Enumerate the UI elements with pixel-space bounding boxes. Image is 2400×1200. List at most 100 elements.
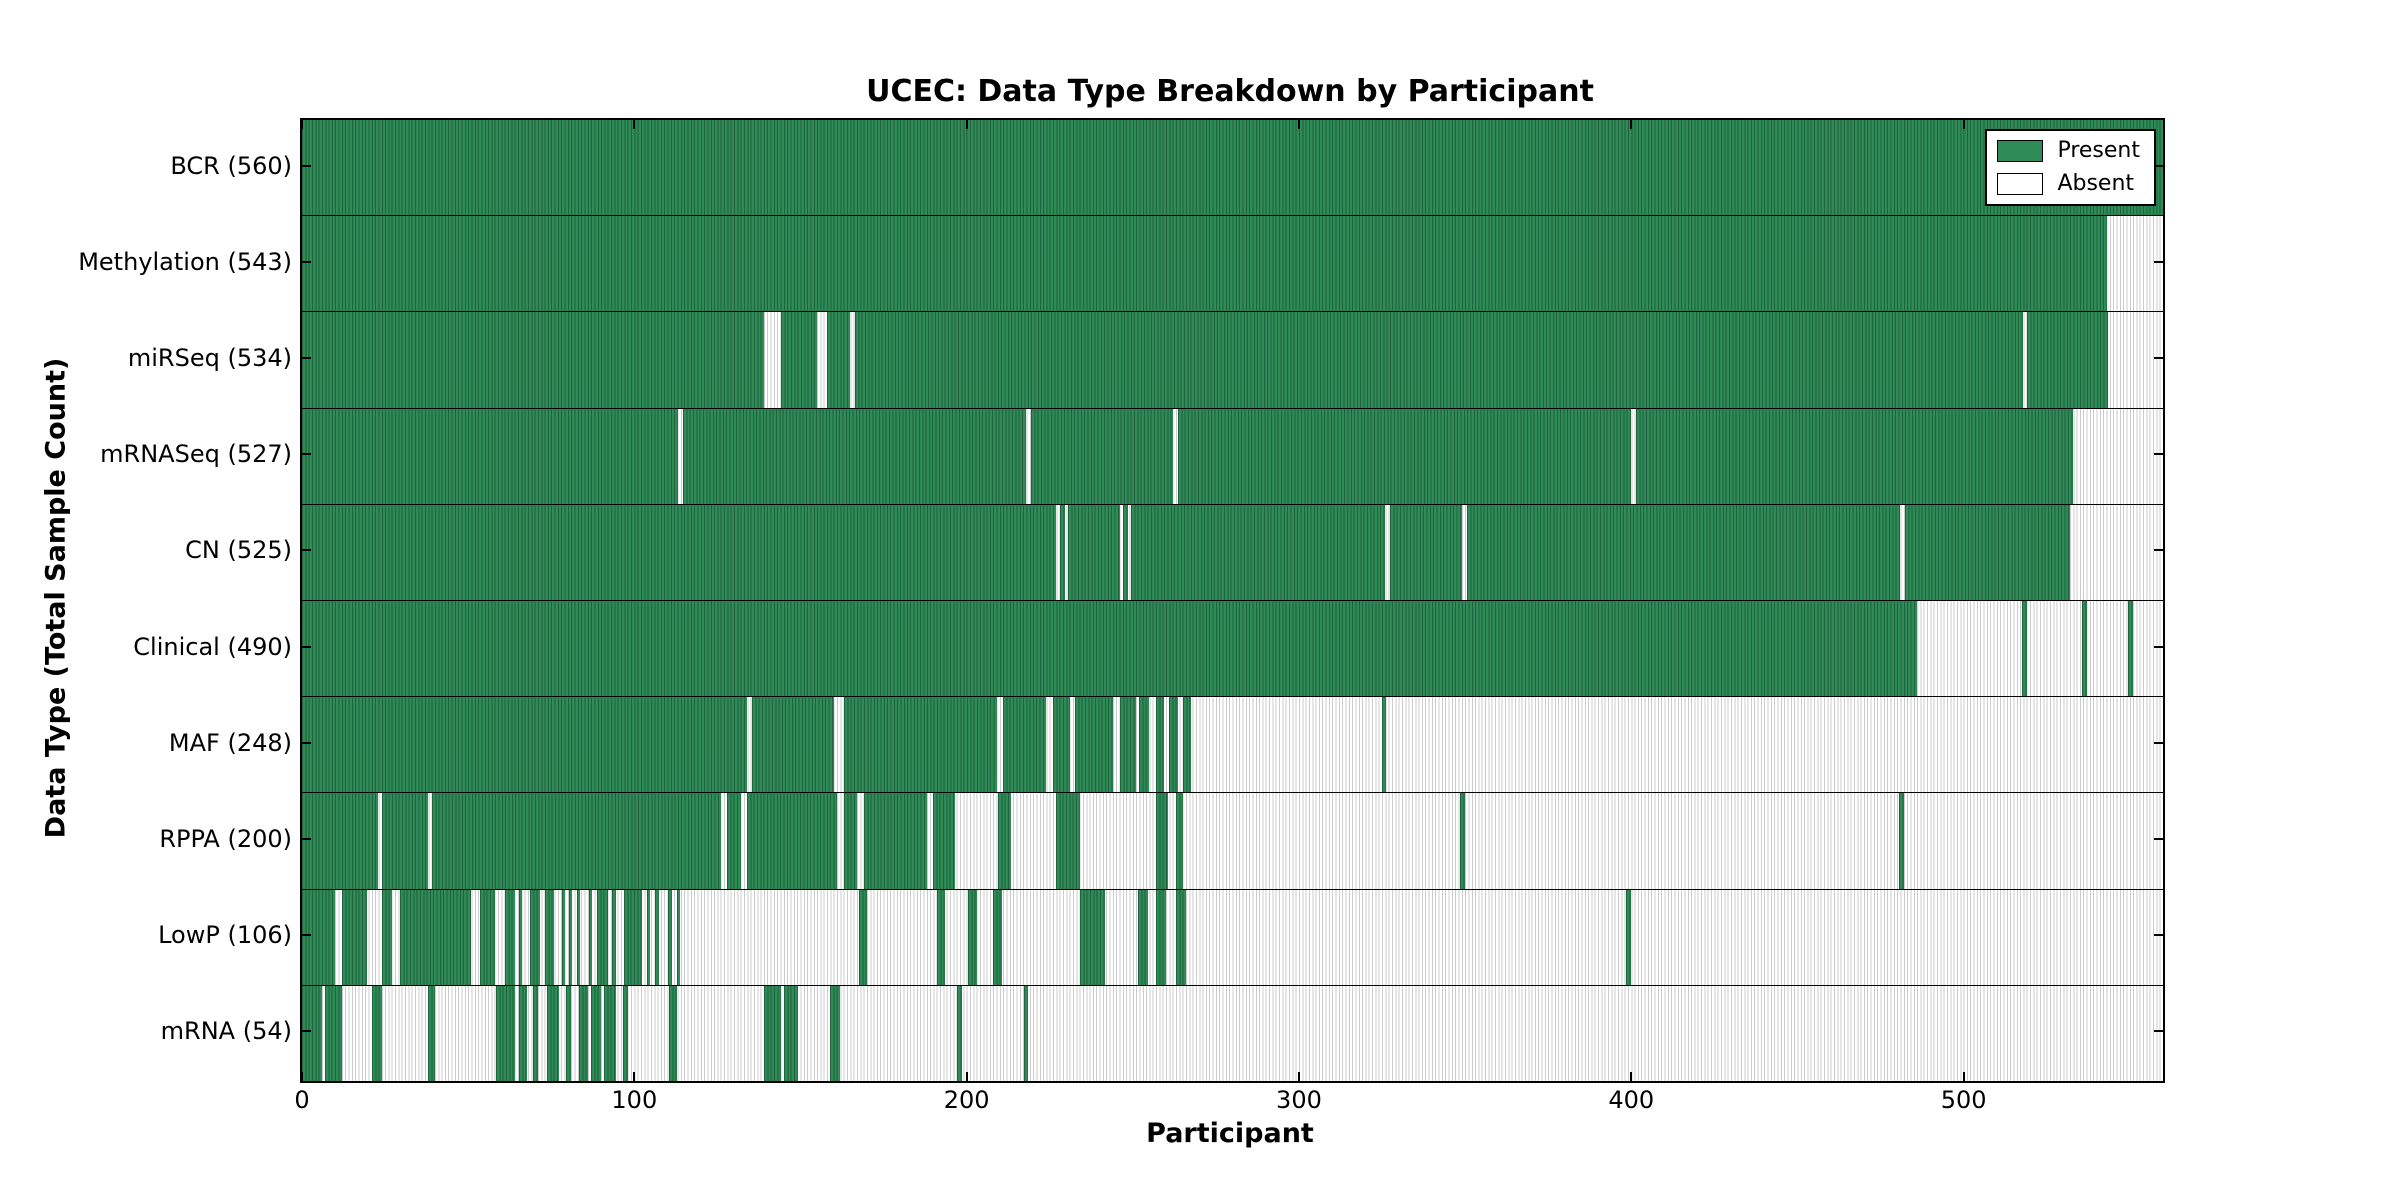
- x-tick-mark: [633, 120, 636, 129]
- y-axis-title: Data Type (Total Sample Count): [40, 357, 72, 839]
- y-tick-label: miRSeq (534): [127, 344, 292, 373]
- x-tick-mark: [965, 1072, 968, 1081]
- present-segment: [302, 408, 678, 504]
- present-segment: [604, 985, 617, 1082]
- present-segment: [654, 889, 659, 985]
- present-segment: [381, 793, 429, 889]
- present-segment: [400, 889, 472, 985]
- present-segment: [1636, 408, 2074, 504]
- present-segment: [371, 985, 382, 1082]
- present-segment: [1390, 504, 1462, 601]
- y-tick-mark: [2154, 645, 2163, 648]
- present-segment: [1156, 793, 1168, 889]
- heatmap-row-Methylation: [302, 215, 2163, 312]
- present-segment: [1177, 408, 1632, 504]
- y-tick-mark: [2154, 933, 2163, 936]
- present-segment: [561, 889, 566, 985]
- present-segment: [933, 793, 955, 889]
- present-segment: [518, 889, 522, 985]
- present-segment: [566, 985, 572, 1082]
- present-segment: [341, 889, 367, 985]
- x-tick-label: 100: [611, 1086, 658, 1114]
- present-segment: [1031, 408, 1173, 504]
- x-tick-mark: [633, 1072, 636, 1081]
- present-segment: [747, 793, 838, 889]
- present-segment: [2081, 601, 2087, 697]
- y-tick-mark: [2154, 453, 2163, 456]
- x-tick-label: 300: [1276, 1086, 1322, 1114]
- x-tick-mark: [301, 1072, 303, 1081]
- present-segment: [1382, 697, 1387, 793]
- chart-title: UCEC: Data Type Breakdown by Participant: [866, 74, 1594, 109]
- y-tick-label: MAF (248): [168, 728, 292, 757]
- present-segment: [1003, 697, 1047, 793]
- present-segment: [1169, 697, 1178, 793]
- present-segment: [727, 793, 741, 889]
- present-segment: [496, 985, 515, 1082]
- present-segment: [858, 889, 867, 985]
- present-segment: [1068, 504, 1120, 601]
- heatmap-row-mRNASeq: [302, 407, 2163, 504]
- present-segment: [1122, 504, 1128, 601]
- y-tick-mark: [302, 1029, 311, 1032]
- present-segment: [576, 889, 581, 985]
- y-tick-mark: [2154, 165, 2163, 168]
- present-segment: [1139, 697, 1150, 793]
- y-tick-mark: [302, 741, 311, 744]
- x-tick-mark: [1962, 120, 1965, 129]
- present-segment: [968, 889, 977, 985]
- heatmap-row-CN: [302, 503, 2163, 601]
- present-segment: [624, 889, 643, 985]
- present-segment: [936, 889, 946, 985]
- x-tick-label: 500: [1940, 1086, 1987, 1114]
- present-segment: [1137, 889, 1148, 985]
- y-tick-mark: [302, 837, 311, 840]
- present-segment: [956, 985, 962, 1082]
- present-segment: [1119, 697, 1137, 793]
- legend-label-absent: Absent: [2057, 171, 2135, 196]
- present-segment: [2026, 312, 2109, 408]
- y-tick-mark: [2154, 261, 2163, 264]
- present-segment: [612, 889, 616, 985]
- present-segment: [302, 601, 1918, 697]
- legend: Present Absent: [1985, 129, 2156, 206]
- present-segment: [682, 408, 1027, 504]
- y-tick-label: BCR (560): [170, 152, 292, 181]
- present-segment: [752, 697, 834, 793]
- heatmap-row-miRSeq: [302, 311, 2163, 408]
- x-tick-mark: [1630, 1072, 1633, 1081]
- x-tick-mark: [1297, 1072, 1300, 1081]
- present-segment: [669, 985, 677, 1082]
- legend-swatch-absent: [1997, 173, 2044, 195]
- present-segment: [1131, 504, 1386, 601]
- present-segment: [763, 985, 781, 1082]
- present-segment: [589, 889, 593, 985]
- y-tick-mark: [2154, 549, 2163, 552]
- present-segment: [325, 985, 342, 1082]
- present-segment: [1466, 504, 1901, 601]
- x-tick-mark: [1962, 1072, 1965, 1081]
- present-segment: [2021, 601, 2027, 697]
- y-tick-mark: [302, 165, 311, 168]
- heatmap-row-mRNA: [302, 984, 2163, 1082]
- y-tick-label: Methylation (543): [78, 248, 292, 277]
- y-tick-mark: [302, 453, 311, 456]
- present-segment: [1626, 889, 1632, 985]
- legend-swatch-present: [1997, 140, 2044, 162]
- present-segment: [827, 312, 851, 408]
- y-tick-mark: [302, 549, 311, 552]
- present-segment: [532, 985, 538, 1082]
- present-segment: [1024, 985, 1029, 1082]
- present-segment: [780, 312, 818, 408]
- present-segment: [1460, 793, 1466, 889]
- present-segment: [544, 889, 554, 985]
- present-segment: [843, 793, 857, 889]
- present-segment: [783, 985, 799, 1082]
- x-tick-mark: [1297, 120, 1300, 129]
- present-segment: [302, 504, 1057, 601]
- present-segment: [302, 889, 336, 985]
- x-axis-title: Participant: [1146, 1118, 1314, 1149]
- x-tick-label: 0: [294, 1086, 310, 1114]
- present-segment: [1176, 793, 1183, 889]
